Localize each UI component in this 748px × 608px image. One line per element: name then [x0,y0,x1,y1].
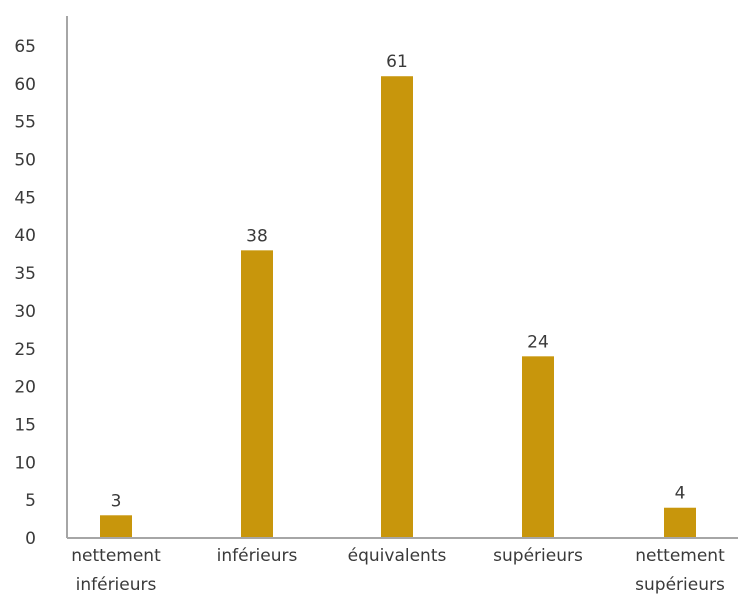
x-category-label: nettement [71,546,161,566]
y-tick-label: 30 [14,302,36,322]
bars-group [100,76,696,538]
data-label: 61 [386,52,408,72]
bar [522,356,554,538]
y-tick-label: 35 [14,264,36,284]
data-label: 38 [246,226,268,246]
x-category-label: équivalents [348,546,447,566]
data-labels-group: 3 38 61 24 4 [111,52,686,511]
x-category-label: nettement [635,546,725,566]
x-category-label: supérieurs [493,546,583,566]
y-tick-label: 5 [25,491,36,511]
y-tick-label: 65 [14,37,36,57]
y-tick-label: 55 [14,113,36,133]
y-tick-label: 60 [14,75,36,95]
bar [100,515,132,538]
x-category-label: inférieurs [76,575,157,595]
y-tick-label: 40 [14,226,36,246]
bar [664,507,696,538]
y-tick-label: 15 [14,415,36,435]
bar [381,76,413,538]
y-axis-ticks: 0 5 10 15 20 25 30 35 40 45 50 55 60 65 [14,37,36,549]
bar [241,250,273,538]
data-label: 3 [111,491,122,511]
y-tick-label: 10 [14,453,36,473]
data-label: 24 [527,332,549,352]
y-tick-label: 0 [25,529,36,549]
y-tick-label: 25 [14,340,36,360]
x-category-label: inférieurs [217,546,298,566]
x-category-label: supérieurs [635,575,725,595]
category-labels-group: nettement inférieurs inférieurs équivalents… [71,546,725,595]
y-tick-label: 20 [14,378,36,398]
y-tick-label: 45 [14,188,36,208]
data-label: 4 [675,484,686,504]
y-tick-label: 50 [14,151,36,171]
